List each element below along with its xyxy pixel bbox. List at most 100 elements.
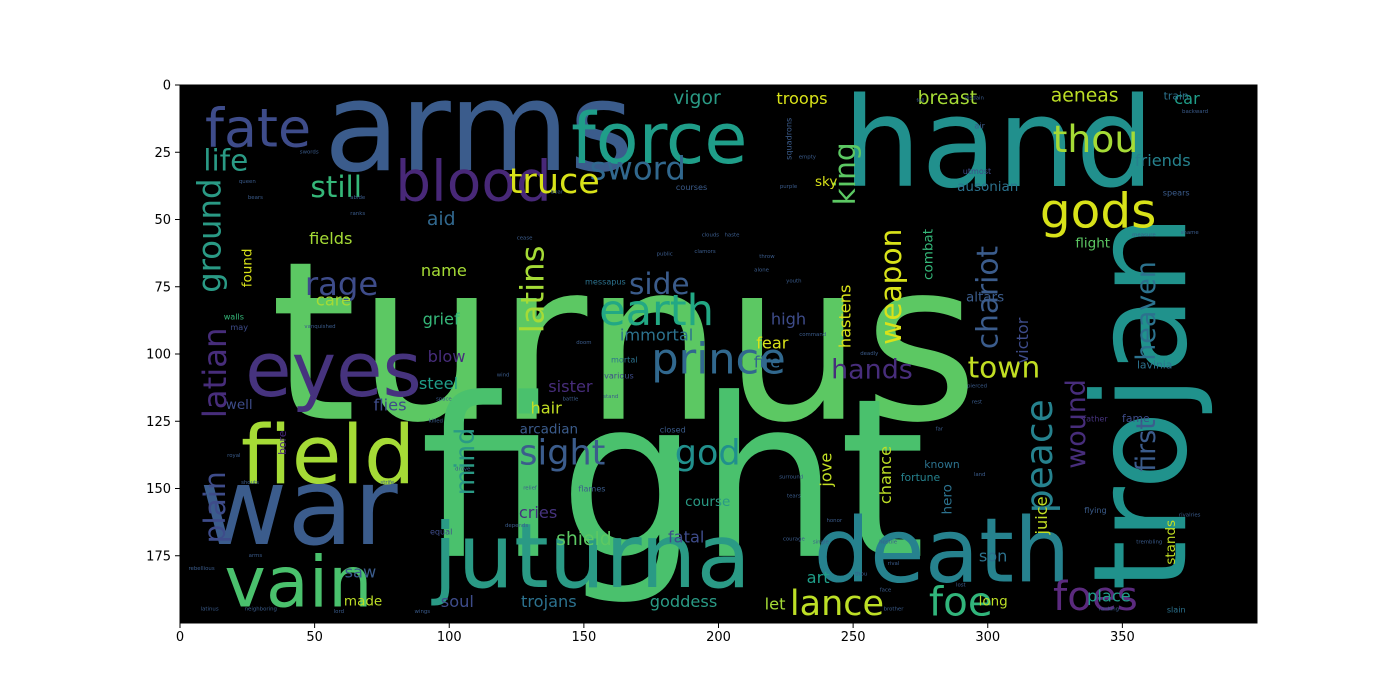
word-place: place: [1087, 587, 1131, 606]
word-equal: equal: [430, 527, 452, 537]
word-victor: victor: [1013, 317, 1032, 363]
word-empty: empty: [799, 155, 817, 161]
word-known: known: [924, 458, 959, 471]
word-ausonian: ausonian: [957, 179, 1018, 195]
word-arms: arms: [324, 56, 634, 200]
word-throw: throw: [759, 254, 775, 260]
word-high: high: [771, 310, 806, 329]
word-art: art: [807, 568, 830, 587]
word-fire: fire: [754, 353, 780, 372]
word-troops: troops: [776, 89, 827, 108]
word-stands: stands: [1163, 520, 1179, 565]
word-trojan: trojan: [1066, 214, 1216, 591]
word-flying: flying: [1084, 505, 1106, 515]
word-sight: sight: [519, 434, 605, 474]
word-lost: lost: [956, 582, 966, 588]
word-cries: cries: [519, 503, 557, 522]
word-hair: hair: [531, 398, 563, 417]
word-peace: peace: [1017, 399, 1061, 513]
word-war: war: [199, 445, 398, 570]
word-aeneas: aeneas: [1051, 85, 1119, 106]
word-swords: swords: [300, 149, 319, 155]
x-tick-label: 150: [571, 630, 596, 645]
word-weapon: weapon: [874, 229, 908, 345]
word-grief: grief: [423, 310, 460, 329]
word-lavinia: lavinia: [1137, 358, 1172, 371]
word-fatal: fatal: [668, 527, 704, 546]
word-flames: flames: [578, 484, 605, 494]
word-trembling: trembling: [1136, 539, 1162, 545]
word-blood: blood: [395, 149, 552, 214]
word-latian: latian: [196, 327, 234, 418]
word-measure: measure: [1132, 233, 1156, 239]
word-thou: thou: [1053, 117, 1139, 161]
word-trojans: trojans: [521, 592, 577, 611]
word-long: long: [979, 593, 1008, 609]
word-youth: youth: [786, 278, 801, 284]
word-purple: purple: [780, 184, 798, 190]
word-lance: lance: [790, 584, 884, 624]
word-honor: honor: [826, 518, 842, 524]
word-depends: depends: [505, 523, 528, 529]
word-hostile: hostile: [879, 539, 898, 545]
word-wind: wind: [497, 373, 510, 379]
word-found: found: [239, 249, 255, 288]
word-cease: cease: [517, 235, 533, 241]
word-tears: tears: [787, 494, 801, 500]
word-death: death: [814, 498, 1071, 602]
word-clouds: clouds: [702, 233, 720, 239]
word-plain: plain: [198, 471, 232, 543]
word-thou: thou: [855, 572, 867, 578]
word-prince: prince: [651, 334, 786, 384]
word-arms: arms: [249, 553, 263, 559]
word-sword: sword: [590, 149, 686, 187]
y-tick-label: 125: [146, 415, 171, 430]
word-closed: closed: [660, 424, 686, 434]
word-combat: combat: [921, 229, 937, 280]
word-father: father: [1083, 414, 1108, 424]
word-ground: ground: [191, 178, 229, 292]
word-walls: walls: [224, 311, 244, 321]
y-tick-label: 150: [146, 482, 171, 497]
y-axis: 0 25 50 75 100 125 150 175: [146, 79, 180, 564]
word-spears: spears: [1163, 188, 1190, 198]
word-jove: jove: [817, 453, 836, 488]
word-fields: fields: [309, 229, 352, 248]
word-vanquished: vanquished: [304, 324, 335, 330]
word-hands: hands: [831, 355, 913, 386]
word-space: space: [436, 397, 452, 403]
word-drove: drove: [455, 467, 471, 473]
word-rage: rage: [305, 265, 378, 303]
word-clamors: clamors: [694, 249, 716, 255]
word-juice: juice: [1032, 496, 1051, 535]
word-still: still: [310, 170, 362, 204]
word-ranking: ranking: [1099, 607, 1119, 613]
y-tick-label: 75: [154, 280, 171, 295]
word-wound: wound: [1061, 379, 1092, 469]
word-steel: steel: [419, 374, 458, 393]
word-doom: doom: [576, 340, 591, 346]
y-tick-label: 50: [154, 213, 171, 228]
word-messapus: messapus: [585, 276, 626, 286]
word-stand: stand: [603, 394, 618, 400]
word-battle: battle: [563, 397, 579, 403]
word-latinus: latinus: [201, 607, 219, 613]
word-altars: altars: [966, 290, 1004, 306]
y-tick-label: 25: [154, 146, 171, 161]
word-care: care: [316, 291, 351, 310]
word-brother: brother: [884, 607, 905, 613]
word-backward: backward: [1182, 109, 1208, 115]
word-goddess: goddess: [650, 592, 718, 611]
word-slain: slain: [1167, 605, 1186, 615]
word-truce: truce: [509, 162, 600, 202]
word-fell: fell: [916, 98, 924, 104]
word-deadly: deadly: [860, 351, 879, 357]
word-train: train: [1164, 89, 1189, 102]
word-hand: hand: [843, 72, 1155, 216]
word-foes: foes: [1053, 572, 1138, 620]
word-single: single: [813, 539, 830, 545]
word-strife: strife: [380, 480, 395, 486]
x-tick-label: 250: [841, 630, 866, 645]
word-rival: rival: [888, 561, 900, 567]
